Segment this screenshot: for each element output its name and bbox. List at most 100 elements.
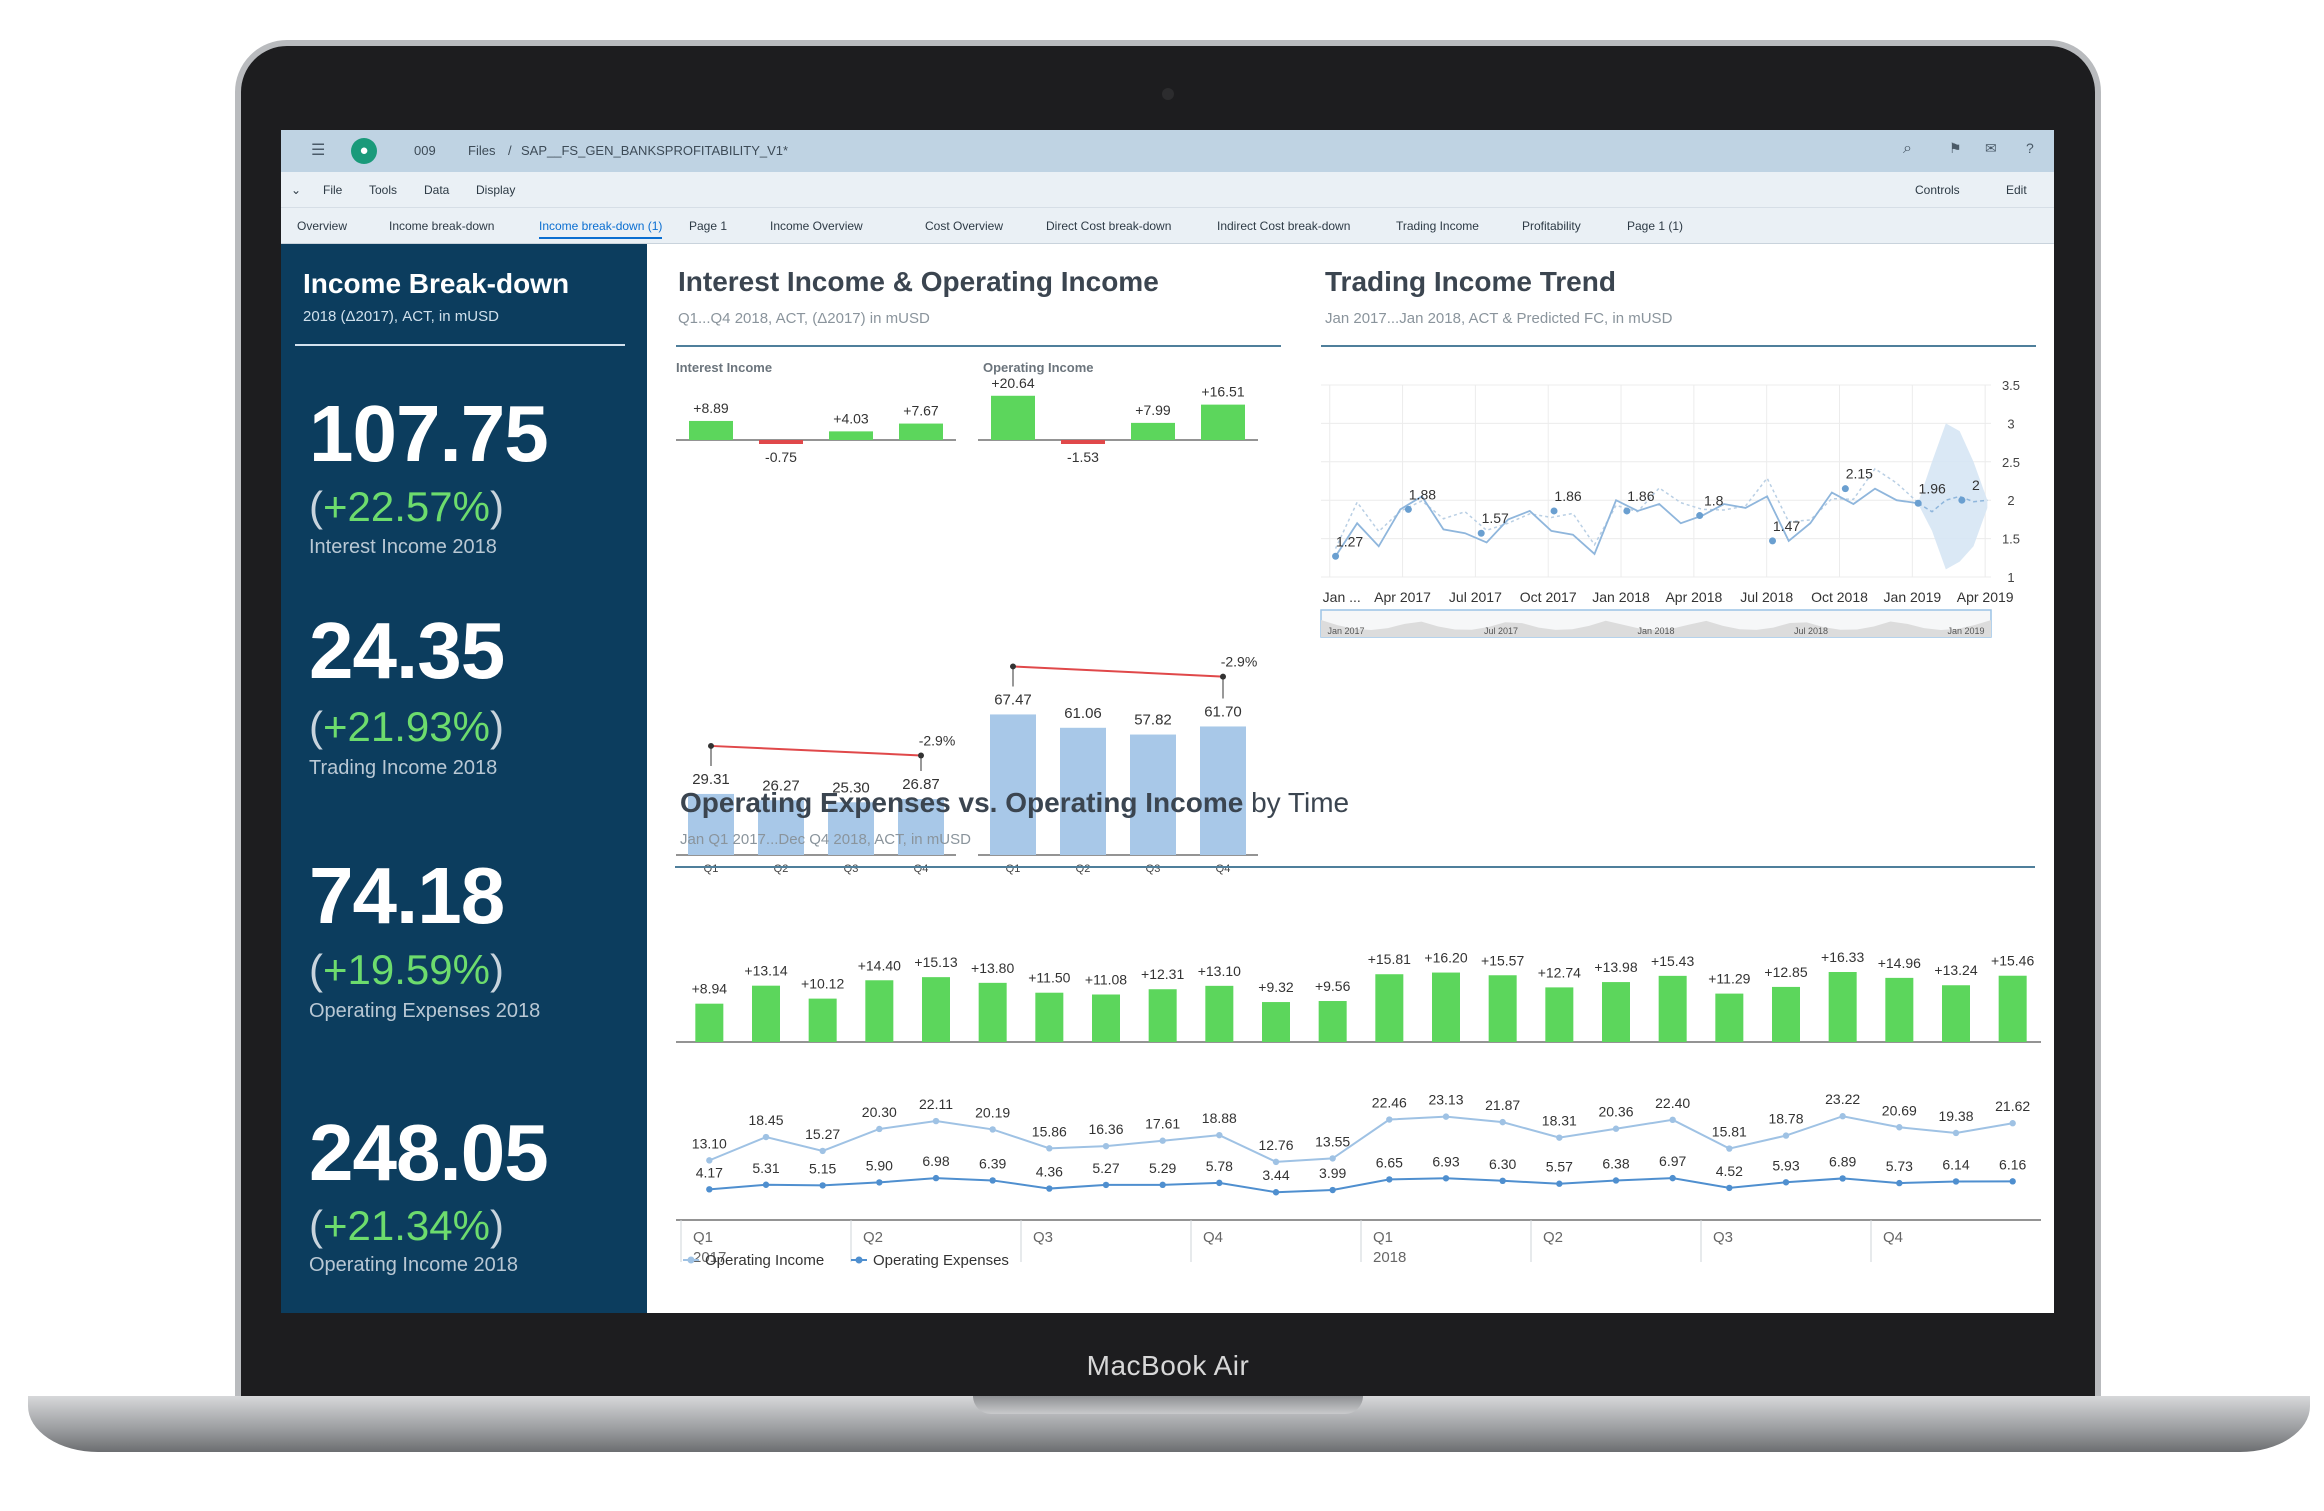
opex-variance-label: +12.85	[1764, 964, 1807, 980]
chat-icon[interactable]: ✉	[1985, 140, 1997, 156]
interest-income-bar-label: 26.87	[902, 776, 940, 793]
opex-operating-income-label: 15.86	[1032, 1123, 1067, 1139]
tab-income-break-down[interactable]: Income break-down	[389, 219, 495, 233]
interest-income-variance-label: -0.75	[765, 449, 797, 465]
trend-point-label: 1.57	[1482, 510, 1509, 526]
opex-variance-bar	[1998, 975, 2027, 1042]
opex-operating-income-label: 22.46	[1372, 1095, 1407, 1111]
opex-quarter-label: Q3	[1033, 1229, 1053, 1246]
opex-operating-income-point	[1782, 1132, 1790, 1139]
operating-income-label: Operating Income	[983, 360, 1094, 375]
opex-operating-income-label: 15.81	[1712, 1124, 1747, 1140]
opex-operating-expenses-point	[932, 1174, 940, 1182]
opex-widget-divider	[675, 866, 2035, 868]
tab-overview[interactable]: Overview	[297, 219, 348, 233]
opex-variance-label: +16.33	[1821, 949, 1864, 965]
trend-point	[1550, 507, 1558, 515]
help-icon[interactable]: ?	[2026, 140, 2034, 156]
opex-variance-bar	[1092, 994, 1120, 1042]
opex-operating-expenses-label: 6.16	[1999, 1156, 2026, 1172]
tab-income-break-down-1[interactable]: Income break-down (1)	[539, 219, 663, 239]
trading-trend-chart: 3.5 3 2.5 2 1.5 1 Jan ... Apr 2017 Jul 2017 Oct 2…	[1320, 378, 2020, 638]
operating-income-variance-bar	[1201, 404, 1245, 440]
opex-variance-bar	[1262, 1002, 1290, 1042]
trend-point	[1332, 552, 1340, 560]
trend-forecast-line	[1917, 495, 1988, 513]
opex-operating-expenses-point	[1839, 1175, 1846, 1182]
opex-operating-expenses-point	[876, 1179, 883, 1186]
opex-operating-income-label: 17.61	[1145, 1116, 1180, 1132]
breadcrumb-files[interactable]: Files	[468, 143, 496, 158]
interest-income-bar	[898, 799, 944, 855]
interest-income-delta-line	[710, 744, 922, 757]
opex-variance-bar	[865, 980, 894, 1042]
interest-income-bar	[828, 802, 874, 855]
user-avatar-icon[interactable]: ●	[351, 138, 377, 164]
trend-point-label: 2	[1972, 477, 1980, 493]
edit-button[interactable]: Edit	[2006, 183, 2027, 197]
menu-data[interactable]: Data	[424, 183, 450, 197]
opex-variance-label: +16.20	[1424, 950, 1467, 966]
menu-tools[interactable]: Tools	[369, 183, 398, 197]
trading-widget-subtitle: Jan 2017...Jan 2018, ACT & Predicted FC,…	[1325, 310, 1673, 327]
notifications-icon[interactable]: ⚑	[1949, 140, 1962, 156]
opex-operating-expenses-label: 4.52	[1716, 1163, 1743, 1179]
opex-operating-expenses-label: 5.31	[752, 1160, 779, 1176]
tab-trading-income[interactable]: Trading Income	[1396, 219, 1479, 233]
opex-operating-income-label: 22.11	[919, 1096, 953, 1112]
laptop-model-label: MacBook Air	[1086, 1350, 1250, 1381]
trend-x-tick: Jul 2017	[1449, 589, 1502, 605]
search-icon[interactable]: ⌕	[1903, 140, 1912, 157]
operating-income-category-label: Q4	[1216, 863, 1231, 875]
opex-variance-label: +11.29	[1708, 971, 1750, 987]
trend-navigator-tick: Jul 2017	[1484, 626, 1518, 636]
operating-income-variance-label: -1.53	[1067, 449, 1099, 465]
trend-y-tick: 1	[2007, 570, 2014, 585]
opex-variance-bar	[1772, 986, 1800, 1042]
opex-legend-marker	[855, 1256, 863, 1264]
opex-year-label: 2018	[1373, 1249, 1406, 1266]
trend-x-tick: Apr 2017	[1374, 589, 1431, 605]
tab-profitability[interactable]: Profitability	[1522, 219, 1581, 233]
trading-widget-divider	[1321, 345, 2036, 347]
kpi-label-interest-income: Interest Income 2018	[309, 536, 497, 558]
opex-operating-income-point	[1896, 1124, 1903, 1131]
menu-file[interactable]: File	[323, 183, 343, 197]
opex-operating-income-point	[1159, 1137, 1166, 1144]
opex-operating-expenses-label: 4.36	[1036, 1164, 1063, 1180]
opex-operating-expenses-label: 5.29	[1149, 1160, 1176, 1176]
opex-operating-expenses-point	[1499, 1177, 1506, 1184]
opex-operating-income-point	[989, 1126, 996, 1133]
kpi-label-operating-expenses: Operating Expenses 2018	[309, 1000, 541, 1022]
kpi-divider	[295, 344, 625, 346]
opex-operating-expenses-point	[989, 1177, 996, 1184]
opex-operating-income-label: 16.36	[1088, 1121, 1123, 1137]
tab-indirect-cost[interactable]: Indirect Cost break-down	[1217, 219, 1351, 233]
trend-point	[1958, 496, 1966, 504]
tab-page-1[interactable]: Page 1	[689, 219, 728, 233]
tab-page-1-1[interactable]: Page 1 (1)	[1627, 219, 1684, 233]
collapse-chevron-icon[interactable]: ⌄	[291, 183, 302, 197]
controls-button[interactable]: Controls	[1915, 183, 1960, 197]
interest-income-bar-label: 26.27	[762, 777, 800, 794]
operating-income-variance-bar	[1131, 422, 1175, 440]
tab-direct-cost[interactable]: Direct Cost break-down	[1046, 219, 1172, 233]
trading-widget-title: Trading Income Trend	[1325, 266, 1616, 297]
menu-display[interactable]: Display	[476, 183, 516, 197]
opex-operating-income-label: 12.76	[1258, 1137, 1293, 1153]
opex-operating-income-line	[708, 1115, 2013, 1163]
opex-operating-income-point	[876, 1125, 883, 1133]
tab-income-overview[interactable]: Income Overview	[770, 219, 863, 233]
kpi-delta-operating-income: (+21.34%)	[309, 1202, 504, 1249]
opex-quarter-label: Q2	[863, 1229, 883, 1246]
opex-operating-expenses-label: 6.93	[1432, 1153, 1459, 1169]
opex-operating-expenses-label: 5.90	[866, 1157, 893, 1173]
interest-income-category-label: Q1	[704, 863, 719, 875]
tab-cost-overview[interactable]: Cost Overview	[925, 219, 1004, 233]
opex-variance-label: +8.94	[692, 981, 728, 997]
opex-variance-label: +13.14	[744, 963, 787, 979]
opex-operating-expenses-point	[1952, 1178, 1960, 1185]
hamburger-menu-icon[interactable]: ☰	[311, 142, 326, 159]
operating-income-bar	[1130, 734, 1176, 855]
opex-operating-income-point	[2009, 1120, 2016, 1127]
